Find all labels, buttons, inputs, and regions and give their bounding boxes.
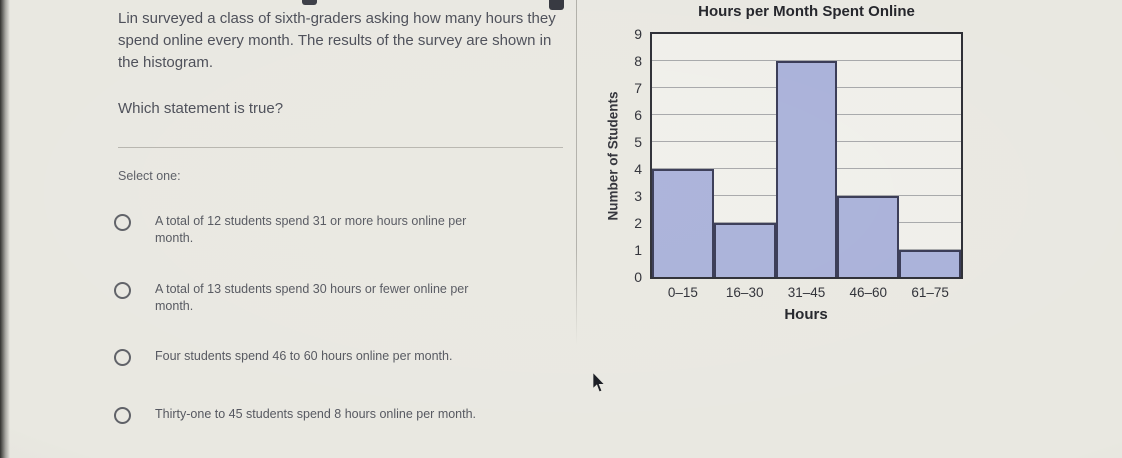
y-tick-label: 3	[634, 188, 642, 204]
y-tick-label: 0	[634, 269, 642, 285]
answer-option-2[interactable]: A total of 13 students spend 30 hours or…	[114, 281, 514, 315]
histogram-bar-46–60	[837, 196, 900, 277]
cutoff-element-fragment	[302, 0, 317, 5]
option-label[interactable]: Thirty-one to 45 students spend 8 hours …	[155, 407, 477, 421]
answer-option-1[interactable]: A total of 12 students spend 31 or more …	[114, 213, 514, 247]
x-tick-label: 46–60	[849, 285, 888, 300]
y-tick-label: 8	[634, 53, 642, 69]
x-tick-label: 61–75	[911, 285, 949, 300]
chart-title: Hours per Month Spent Online	[698, 3, 915, 20]
option-label[interactable]: A total of 13 students spend 30 hours or…	[155, 282, 469, 313]
y-tick-label: 4	[634, 161, 642, 177]
option-label[interactable]: Four students spend 46 to 60 hours onlin…	[155, 349, 453, 363]
x-axis-label: Hours	[784, 306, 828, 323]
histogram-bar-16–30	[713, 223, 776, 277]
mouse-cursor-icon	[592, 371, 606, 398]
x-tick-label: 31–45	[787, 285, 826, 300]
option-label[interactable]: A total of 12 students spend 31 or more …	[155, 214, 467, 245]
y-tick-label: 1	[634, 242, 642, 258]
radio-button[interactable]	[114, 349, 131, 366]
plot-area	[650, 32, 963, 279]
y-tick-label: 2	[634, 215, 642, 231]
answer-option-3[interactable]: Four students spend 46 to 60 hours onlin…	[114, 348, 514, 366]
y-tick-label: 6	[634, 107, 642, 123]
y-tick-label: 5	[634, 134, 642, 150]
radio-button[interactable]	[114, 214, 131, 231]
cutoff-element-fragment	[549, 0, 564, 10]
question-prompt: Lin surveyed a class of sixth-graders as…	[118, 10, 556, 71]
horizontal-divider	[118, 147, 563, 148]
y-tick-label: 9	[634, 26, 642, 42]
question-subprompt: Which statement is true?	[118, 100, 284, 117]
photo-left-edge-shadow	[0, 0, 10, 458]
radio-button[interactable]	[114, 282, 131, 299]
histogram-bar-31–45	[775, 61, 838, 277]
y-tick-label: 7	[634, 80, 642, 96]
histogram-bar-0–15	[652, 169, 714, 277]
gridline	[652, 60, 961, 61]
histogram-bar-61–75	[899, 250, 961, 277]
radio-button[interactable]	[114, 407, 131, 424]
vertical-divider	[576, 0, 577, 345]
answer-option-4[interactable]: Thirty-one to 45 students spend 8 hours …	[114, 406, 514, 424]
x-tick-label: 0–15	[667, 285, 698, 300]
x-tick-label: 16–30	[725, 285, 764, 300]
select-one-label: Select one:	[118, 169, 181, 183]
